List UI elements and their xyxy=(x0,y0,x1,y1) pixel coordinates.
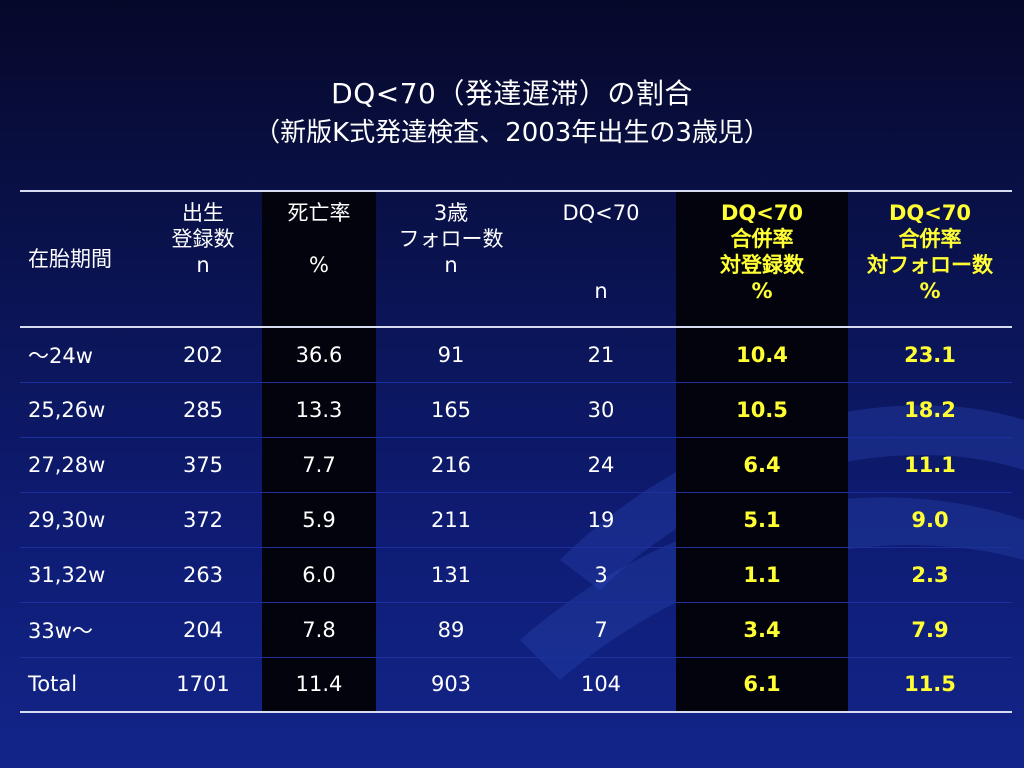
cell-followup: 89 xyxy=(376,602,526,658)
cell-dq-count: 24 xyxy=(526,437,676,493)
cell-registrations: 285 xyxy=(144,382,262,438)
cell-dq-count: 19 xyxy=(526,492,676,548)
table-row-total: Total 1701 11.4 903 104 6.1 11.5 xyxy=(20,657,1012,713)
cell-dq-rate-registered: 1.1 xyxy=(676,547,848,603)
table-row: 29,30w 372 5.9 211 19 5.1 9.0 xyxy=(20,492,1012,548)
cell-followup: 91 xyxy=(376,327,526,383)
table-row: 25,26w 285 13.3 165 30 10.5 18.2 xyxy=(20,382,1012,438)
cell-mortality: 6.0 xyxy=(262,547,376,603)
cell-dq-rate-registered: 10.4 xyxy=(676,327,848,383)
table-row: 33w～ 204 7.8 89 7 3.4 7.9 xyxy=(20,602,1012,658)
cell-gestational-age: ～24w xyxy=(20,327,144,383)
cell-mortality: 7.7 xyxy=(262,437,376,493)
cell-followup: 131 xyxy=(376,547,526,603)
cell-dq-rate-followup: 23.1 xyxy=(848,327,1012,383)
cell-dq-count: 30 xyxy=(526,382,676,438)
cell-followup: 165 xyxy=(376,382,526,438)
cell-mortality: 5.9 xyxy=(262,492,376,548)
cell-registrations: 263 xyxy=(144,547,262,603)
cell-registrations: 372 xyxy=(144,492,262,548)
cell-mortality: 36.6 xyxy=(262,327,376,383)
header-birth-registrations: 出生 登録数 n xyxy=(144,191,262,328)
cell-dq-rate-registered: 5.1 xyxy=(676,492,848,548)
cell-registrations: 375 xyxy=(144,437,262,493)
cell-dq-rate-registered: 6.1 xyxy=(676,657,848,713)
cell-followup: 903 xyxy=(376,657,526,713)
header-dq-rate-followup: DQ<70 合併率 対フォロー数 % xyxy=(848,191,1012,328)
cell-gestational-age: 29,30w xyxy=(20,492,144,548)
table-row: 31,32w 263 6.0 131 3 1.1 2.3 xyxy=(20,547,1012,603)
cell-gestational-age: 27,28w xyxy=(20,437,144,493)
cell-gestational-age: 25,26w xyxy=(20,382,144,438)
cell-dq-rate-followup: 11.1 xyxy=(848,437,1012,493)
cell-dq-count: 7 xyxy=(526,602,676,658)
cell-dq-rate-registered: 6.4 xyxy=(676,437,848,493)
cell-registrations: 1701 xyxy=(144,657,262,713)
header-gestational-age: 在胎期間 xyxy=(20,191,144,328)
header-dq-count: DQ<70 n xyxy=(526,191,676,328)
title-main: DQ<70（発達遅滞）の割合 xyxy=(331,77,693,110)
cell-followup: 216 xyxy=(376,437,526,493)
slide-title: DQ<70（発達遅滞）の割合 （新版K式発達検査、2003年出生の3歳児） xyxy=(0,76,1024,150)
cell-registrations: 202 xyxy=(144,327,262,383)
cell-followup: 211 xyxy=(376,492,526,548)
cell-dq-rate-followup: 18.2 xyxy=(848,382,1012,438)
cell-dq-rate-registered: 3.4 xyxy=(676,602,848,658)
header-mortality-rate: 死亡率 % xyxy=(262,191,376,328)
header-followup-count: 3歳 フォロー数 n xyxy=(376,191,526,328)
cell-dq-count: 104 xyxy=(526,657,676,713)
table-row: 27,28w 375 7.7 216 24 6.4 11.1 xyxy=(20,437,1012,493)
header-dq-rate-registered: DQ<70 合併率 対登録数 % xyxy=(676,191,848,328)
cell-mortality: 7.8 xyxy=(262,602,376,658)
cell-gestational-age: 31,32w xyxy=(20,547,144,603)
table-header-row: 在胎期間 出生 登録数 n 死亡率 % 3歳 フォロー数 n DQ<70 xyxy=(20,191,1012,328)
cell-registrations: 204 xyxy=(144,602,262,658)
cell-dq-rate-followup: 7.9 xyxy=(848,602,1012,658)
cell-dq-count: 21 xyxy=(526,327,676,383)
cell-dq-rate-registered: 10.5 xyxy=(676,382,848,438)
title-subtitle: （新版K式発達検査、2003年出生の3歳児） xyxy=(254,118,770,148)
cell-mortality: 11.4 xyxy=(262,657,376,713)
dq-table: 在胎期間 出生 登録数 n 死亡率 % 3歳 フォロー数 n DQ<70 xyxy=(20,190,1012,713)
cell-dq-rate-followup: 11.5 xyxy=(848,657,1012,713)
cell-gestational-age: Total xyxy=(20,657,144,713)
cell-dq-count: 3 xyxy=(526,547,676,603)
cell-dq-rate-followup: 2.3 xyxy=(848,547,1012,603)
cell-dq-rate-followup: 9.0 xyxy=(848,492,1012,548)
cell-mortality: 13.3 xyxy=(262,382,376,438)
cell-gestational-age: 33w～ xyxy=(20,602,144,658)
table-row: ～24w 202 36.6 91 21 10.4 23.1 xyxy=(20,327,1012,383)
